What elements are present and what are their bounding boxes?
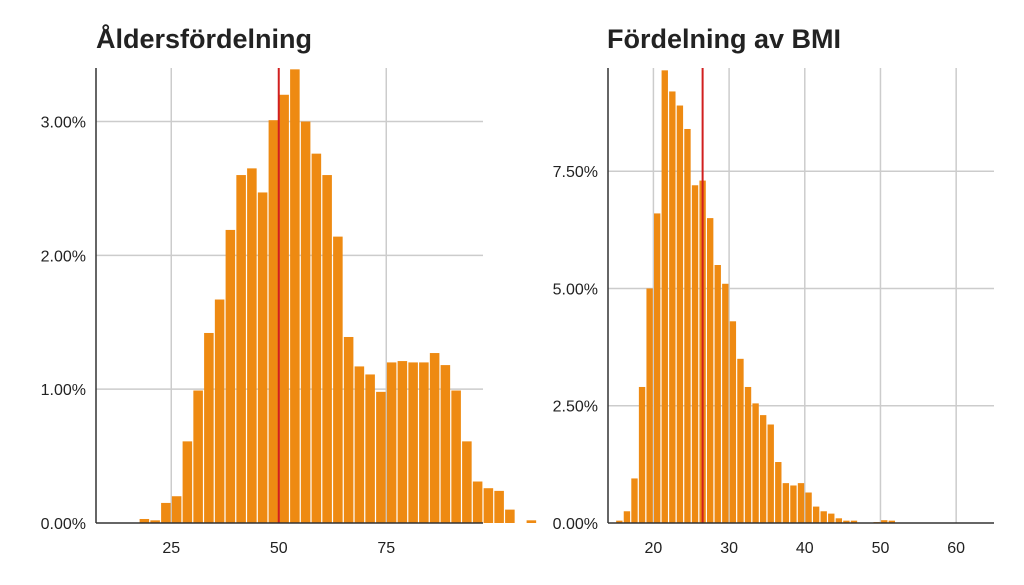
age-bar <box>257 192 268 524</box>
bmi-bar <box>646 288 653 523</box>
bmi-y-tick-label: 5.00% <box>553 281 598 298</box>
bmi-bar <box>654 213 661 524</box>
bmi-y-tick-label: 0.00% <box>553 516 598 533</box>
bmi-y-tick-label: 7.50% <box>553 164 598 181</box>
bmi-bar <box>638 386 646 523</box>
bmi-bar <box>744 386 752 523</box>
bmi-bar <box>676 105 684 524</box>
bmi-bar <box>684 128 691 524</box>
bmi-bar <box>759 415 767 523</box>
age-bar <box>214 299 225 523</box>
age-bar <box>193 390 203 523</box>
chart-title-age: Åldersfördelning <box>96 24 313 54</box>
age-bar <box>182 441 193 523</box>
age-bar <box>462 441 472 523</box>
age-bar <box>440 365 451 523</box>
bmi-bar <box>722 283 729 523</box>
age-bar <box>311 153 322 523</box>
age-y-tick-label: 2.00% <box>41 248 86 265</box>
bmi-bar <box>820 511 827 523</box>
age-y-tick-label: 3.00% <box>41 115 86 132</box>
age-bar <box>322 175 332 523</box>
age-bar <box>290 69 300 524</box>
age-bar <box>365 374 375 523</box>
bmi-bar <box>706 218 714 523</box>
bmi-bar <box>812 506 820 523</box>
bmi-bar <box>843 520 850 523</box>
bmi-bar <box>775 462 782 523</box>
age-bar <box>247 168 257 523</box>
bmi-x-tick-label: 30 <box>720 540 738 557</box>
bmi-bar <box>805 492 812 523</box>
bmi-bar <box>752 403 759 523</box>
chart-title-bmi: Fördelning av BMI <box>607 24 842 54</box>
bmi-x-tick-label: 20 <box>645 540 663 557</box>
bmi-bar <box>631 478 638 523</box>
bmi-bar <box>888 520 896 523</box>
age-bar <box>204 332 214 523</box>
age-bar <box>333 236 343 523</box>
bmi-x-tick-label: 40 <box>796 540 814 557</box>
age-bar <box>386 362 397 523</box>
bmi-bar <box>828 513 835 523</box>
age-bar <box>429 353 440 523</box>
bmi-x-tick-label: 60 <box>947 540 965 557</box>
age-x-tick-label: 25 <box>162 540 180 557</box>
bmi-bar <box>729 321 737 523</box>
age-bar <box>300 121 311 523</box>
age-x-tick-label: 75 <box>377 540 395 557</box>
bmi-bar <box>881 520 888 523</box>
age-bar <box>150 520 160 523</box>
age-bar <box>419 362 429 523</box>
age-bar <box>268 120 279 524</box>
bmi-bar <box>661 70 668 523</box>
age-bar <box>494 490 504 523</box>
age-bar <box>505 509 515 523</box>
age-bar <box>526 520 537 523</box>
bmi-bar <box>797 483 805 523</box>
age-bar <box>225 229 236 524</box>
age-bar <box>139 518 150 523</box>
age-y-tick-label: 1.00% <box>41 382 86 399</box>
bmi-bar <box>737 358 744 523</box>
bmi-bar <box>790 485 797 523</box>
bmi-bar <box>835 518 843 523</box>
age-bar <box>354 366 365 523</box>
age-bar <box>483 488 494 523</box>
age-bar <box>236 175 246 523</box>
bmi-bar <box>850 520 858 523</box>
age-bar <box>171 496 182 523</box>
age-bar <box>279 94 289 523</box>
age-bar <box>161 502 171 523</box>
bmi-bar <box>623 511 631 523</box>
bmi-bar <box>782 483 790 523</box>
age-bar <box>451 390 461 523</box>
bmi-y-tick-label: 2.50% <box>553 399 598 416</box>
bmi-bar <box>714 265 721 523</box>
bmi-bar <box>767 424 774 523</box>
bmi-bar <box>616 520 623 523</box>
age-bar <box>472 481 483 523</box>
age-y-tick-label: 0.00% <box>41 516 86 533</box>
age-bar <box>376 391 386 523</box>
bmi-bar <box>669 91 676 523</box>
bmi-x-tick-label: 50 <box>872 540 890 557</box>
age-bar <box>408 362 418 523</box>
age-bar <box>397 361 408 523</box>
bmi-bar <box>691 185 699 523</box>
age-bar <box>343 336 354 523</box>
age-x-tick-label: 50 <box>270 540 288 557</box>
